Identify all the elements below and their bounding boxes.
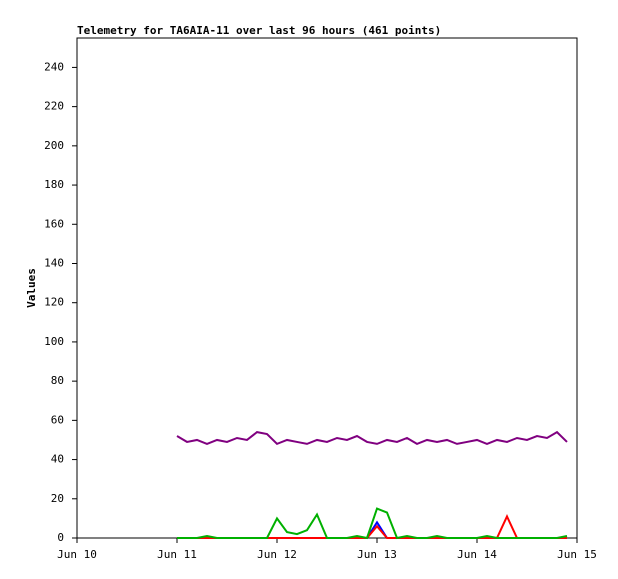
x-tick-label: Jun 15	[557, 548, 597, 561]
x-tick-label: Jun 12	[257, 548, 297, 561]
y-tick-label: 40	[51, 453, 64, 466]
y-tick-label: 240	[44, 60, 64, 73]
x-tick-label: Jun 10	[57, 548, 97, 561]
y-tick-label: 20	[51, 492, 64, 505]
series-line	[176, 430, 568, 446]
y-tick-label: 160	[44, 217, 64, 230]
y-tick-label: 200	[44, 139, 64, 152]
y-axis-label: Values	[25, 268, 38, 308]
y-tick-label: 120	[44, 296, 64, 309]
plot-frame	[76, 37, 578, 539]
series-line	[177, 507, 568, 540]
y-tick-label: 100	[44, 335, 64, 348]
y-tick-label: 60	[51, 413, 64, 426]
x-tick-label: Jun 13	[357, 548, 397, 561]
y-tick-label: 80	[51, 374, 64, 387]
x-tick-label: Jun 14	[457, 548, 497, 561]
series-line	[177, 514, 567, 539]
x-tick-label: Jun 11	[157, 548, 197, 561]
y-tick-label: 140	[44, 256, 64, 269]
chart-title: Telemetry for TA6AIA-11 over last 96 hou…	[77, 24, 441, 37]
y-tick-label: 180	[44, 178, 64, 191]
y-tick-label: 220	[44, 100, 64, 113]
y-tick-label: 0	[57, 531, 64, 544]
